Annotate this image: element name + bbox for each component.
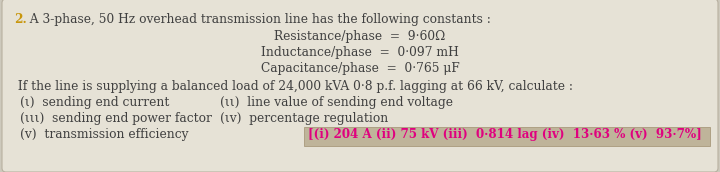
Text: (ιv)  percentage regulation: (ιv) percentage regulation [220,112,388,125]
Text: A 3-phase, 50 Hz overhead transmission line has the following constants :: A 3-phase, 50 Hz overhead transmission l… [22,13,491,26]
Text: Resistance/phase  =  9·60Ω: Resistance/phase = 9·60Ω [274,30,446,43]
Text: (ι)  sending end current: (ι) sending end current [20,96,169,109]
FancyBboxPatch shape [304,127,710,146]
Text: [(i) 204 A (ii) 75 kV (iii)  0·814 lag (iv)  13·63 % (v)  93·7%]: [(i) 204 A (ii) 75 kV (iii) 0·814 lag (i… [308,128,702,141]
Text: (ιιι)  sending end power factor: (ιιι) sending end power factor [20,112,212,125]
Text: If the line is supplying a balanced load of 24,000 kVA 0·8 p.f. lagging at 66 kV: If the line is supplying a balanced load… [14,80,573,93]
Text: (ιι)  line value of sending end voltage: (ιι) line value of sending end voltage [220,96,453,109]
Text: 2.: 2. [14,13,27,26]
Text: (v)  transmission efficiency: (v) transmission efficiency [20,128,189,141]
Text: Inductance/phase  =  0·097 mH: Inductance/phase = 0·097 mH [261,46,459,59]
Text: Capacitance/phase  =  0·765 μF: Capacitance/phase = 0·765 μF [261,62,459,75]
